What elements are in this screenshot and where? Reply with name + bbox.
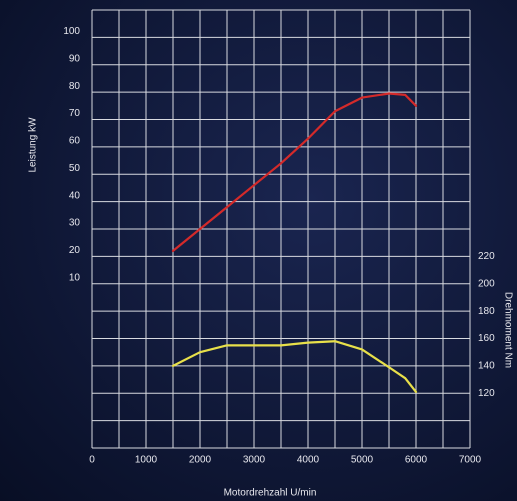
y-tick-label: 10: [69, 272, 81, 283]
y2-tick-label: 180: [478, 306, 495, 317]
y-tick-label: 100: [63, 26, 80, 37]
series-line: [171, 340, 418, 393]
y-tick-label: 30: [69, 218, 81, 229]
x-tick-label: 0: [89, 455, 95, 466]
y-tick-label: 60: [69, 136, 81, 147]
x-tick-label: 5000: [351, 455, 374, 466]
y2-axis-label: Drehmoment Nm: [502, 292, 513, 368]
y2-tick-label: 220: [478, 251, 495, 262]
y-tick-label: 20: [69, 245, 81, 256]
x-axis-label: Motordrehzahl U/min: [224, 488, 317, 499]
y-tick-label: 70: [69, 108, 81, 119]
x-tick-label: 3000: [243, 455, 266, 466]
series-line: [171, 92, 418, 252]
x-tick-label: 1000: [135, 455, 158, 466]
y-tick-label: 90: [69, 53, 81, 64]
y2-tick-label: 200: [478, 278, 495, 289]
y2-tick-label: 160: [478, 333, 495, 344]
x-tick-label: 2000: [189, 455, 212, 466]
y2-tick-label: 120: [478, 388, 495, 399]
y2-tick-label: 140: [478, 361, 495, 372]
y-tick-label: 80: [69, 81, 81, 92]
x-tick-label: 7000: [459, 455, 482, 466]
x-tick-label: 6000: [405, 455, 428, 466]
x-tick-label: 4000: [297, 455, 320, 466]
y-tick-label: 40: [69, 190, 81, 201]
y-axis-label: Leistung kW: [28, 117, 39, 173]
y-tick-label: 50: [69, 163, 81, 174]
